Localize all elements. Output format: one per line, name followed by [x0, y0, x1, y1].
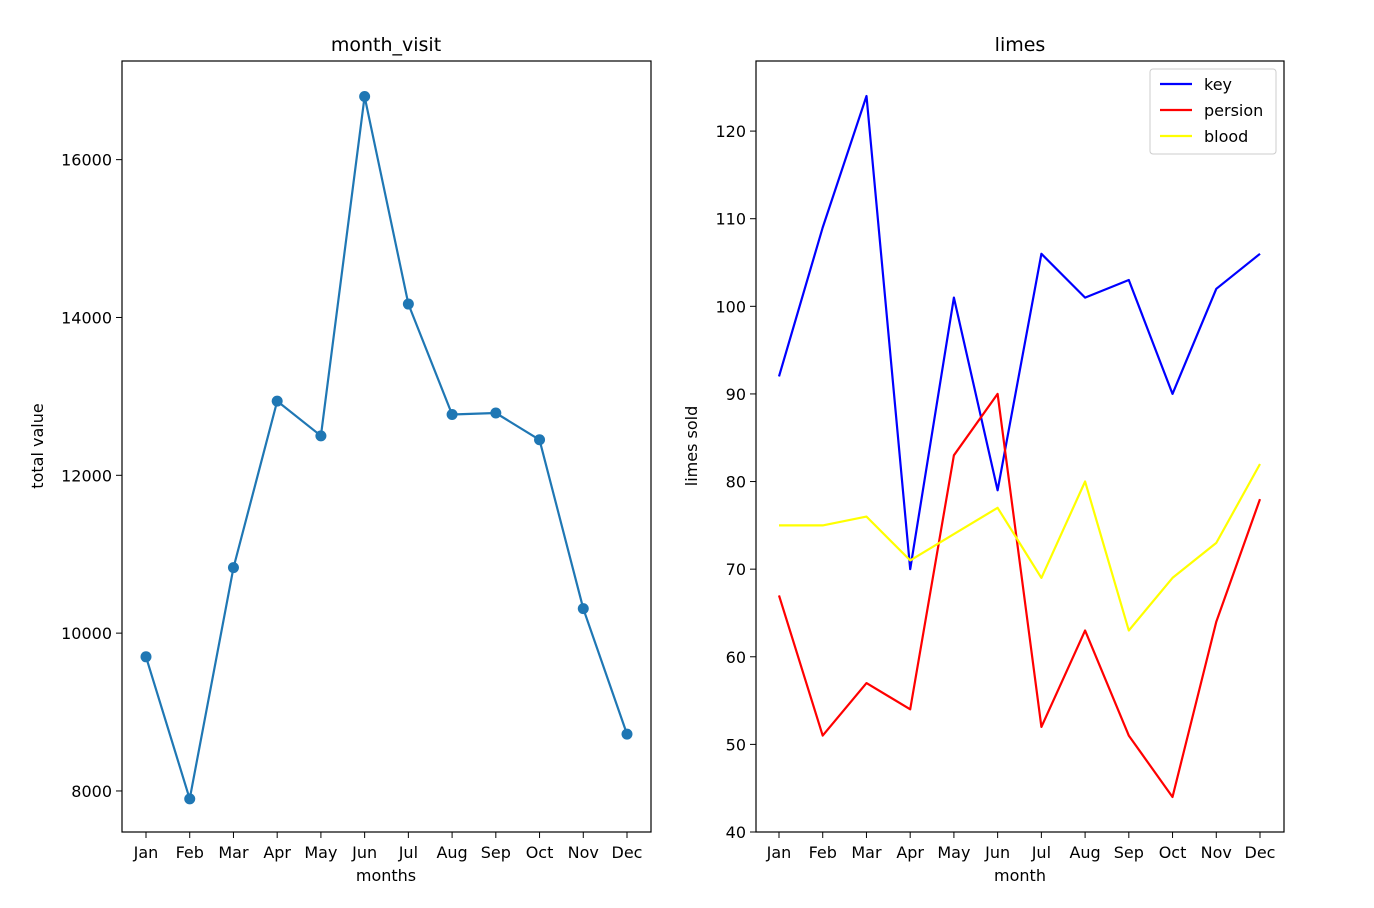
data-point [446, 409, 458, 421]
x-tick-label: Oct [526, 843, 554, 862]
data-point [621, 728, 633, 740]
x-tick-label: May [304, 843, 337, 862]
data-point [271, 395, 283, 407]
legend-label: key [1204, 75, 1232, 94]
x-tick-label: Dec [1245, 843, 1276, 862]
y-tick-label: 8000 [71, 782, 112, 801]
axes-frame [121, 60, 652, 833]
y-axis-label: total value [28, 403, 47, 488]
x-tick-label: Sep [1114, 843, 1144, 862]
x-tick-label: Mar [218, 843, 249, 862]
x-tick-label: Oct [1159, 843, 1187, 862]
y-tick-label: 12000 [61, 466, 112, 485]
y-tick-label: 70 [726, 560, 746, 579]
y-tick-label: 16000 [61, 151, 112, 170]
data-point [402, 298, 414, 310]
x-tick-label: Jun [351, 843, 377, 862]
y-tick-label: 10000 [61, 624, 112, 643]
data-point [359, 91, 371, 103]
x-tick-label: Feb [176, 843, 204, 862]
x-tick-label: Feb [809, 843, 837, 862]
data-point [140, 651, 152, 663]
series-line [144, 95, 629, 801]
y-ticks: 8000 10000 12000 14000 16000 [61, 151, 122, 801]
y-tick-label: 120 [715, 122, 746, 141]
x-tick-label: Sep [481, 843, 511, 862]
data-point [227, 562, 239, 574]
y-tick-label: 14000 [61, 308, 112, 327]
x-ticks: Jan Feb Mar Apr May Jun Jul Aug Sep Oct Nov Dec [133, 832, 643, 862]
plot-area [140, 91, 633, 805]
x-tick-label: Jan [766, 843, 792, 862]
x-axis-label: months [356, 866, 416, 885]
data-point [184, 793, 196, 805]
y-tick-label: 50 [726, 735, 746, 754]
x-tick-label: Nov [568, 843, 599, 862]
y-tick-label: 90 [726, 385, 746, 404]
x-tick-label: Jul [398, 843, 418, 862]
chart-title: limes [995, 34, 1046, 56]
y-tick-label: 40 [726, 823, 746, 842]
legend-label: persion [1204, 101, 1263, 120]
legend-box [1149, 68, 1277, 155]
chart-limes: limes month limes sold Jan Feb Mar Apr May Ju… [682, 34, 1285, 885]
x-ticks: Jan Feb Mar Apr May Jun Jul Aug Sep Oct Nov Dec [766, 832, 1276, 862]
x-tick-label: Apr [263, 843, 291, 862]
x-tick-label: May [937, 843, 970, 862]
plot-area [777, 94, 1262, 799]
x-tick-label: Jan [133, 843, 159, 862]
data-point [534, 434, 546, 446]
y-tick-label: 100 [715, 297, 746, 316]
x-tick-label: Jun [984, 843, 1010, 862]
legend-label: blood [1204, 127, 1248, 146]
chart-title: month_visit [331, 34, 441, 56]
x-tick-label: Jul [1031, 843, 1051, 862]
x-tick-label: Aug [1069, 843, 1100, 862]
series-line-blood [779, 463, 1261, 632]
data-point [577, 603, 589, 615]
axes-frame [755, 60, 1285, 833]
y-axis-label: limes sold [682, 406, 701, 486]
x-axis-label: month [994, 866, 1046, 885]
data-point [490, 407, 502, 419]
y-ticks: 40 50 60 70 80 90 100 110 120 [715, 122, 756, 842]
series-line-key [777, 94, 1261, 571]
chart-month-visit: month_visit months total value Jan Feb Mar… [28, 34, 652, 885]
y-tick-label: 60 [726, 648, 746, 667]
x-tick-label: Apr [896, 843, 924, 862]
legend: key persion blood [1149, 68, 1277, 155]
x-tick-label: Mar [851, 843, 882, 862]
y-tick-label: 110 [715, 210, 746, 229]
data-point [315, 430, 327, 442]
x-tick-label: Aug [436, 843, 467, 862]
series-line-persion [777, 392, 1262, 799]
x-tick-label: Nov [1201, 843, 1232, 862]
x-tick-label: Dec [612, 843, 643, 862]
y-tick-label: 80 [726, 473, 746, 492]
